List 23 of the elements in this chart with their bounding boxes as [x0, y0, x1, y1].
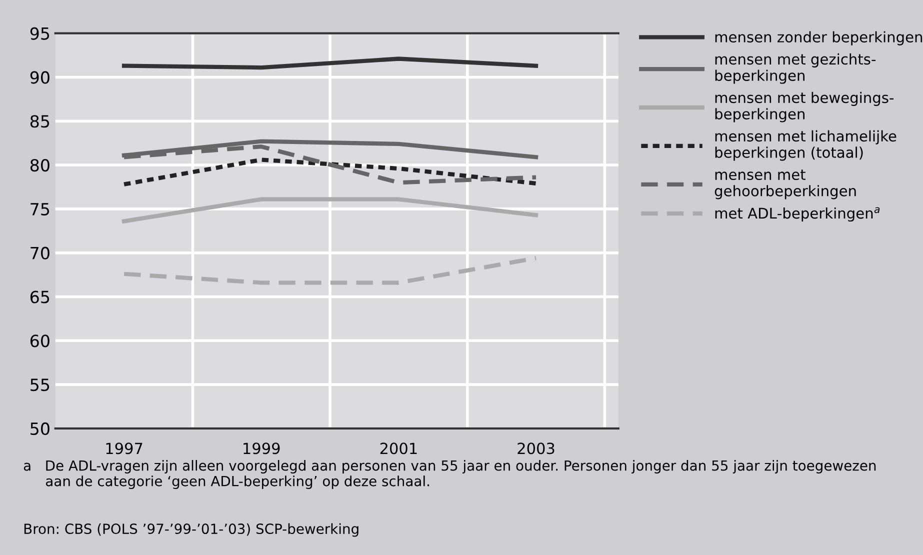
y-tick-label: 80 — [30, 158, 50, 172]
x-tick-label: 1997 — [106, 442, 142, 454]
y-tick-label: 60 — [30, 334, 50, 348]
y-tick-label: 50 — [30, 422, 50, 436]
y-tick-label: 90 — [30, 71, 50, 84]
x-tick-label: 2003 — [518, 442, 554, 454]
legend-label: mensen met bewegings- beperkingen — [715, 92, 894, 122]
legend-label: mensen met lichamelijke beperkingen (totaal) — [715, 130, 896, 161]
line-series — [122, 158, 538, 186]
legend-label: met ADL-beperkingen$^{a}$ — [715, 207, 880, 222]
legend-label: mensen met gehoorbeperkingen — [714, 170, 856, 200]
y-tick-label: 55 — [30, 378, 50, 392]
y-tick-label: 95 — [30, 27, 50, 40]
text: a De ADL-vragen zijn alleen voorgelegd aan personen van 55 jaar en ouder. Personen jonger dan 55 jaar zijn toegewezen aan de categorie ‘geen ADL-beperking’ op deze schaal. — [24, 460, 876, 490]
legend-label: mensen met gezichts- beperkingen — [715, 53, 876, 84]
y-tick-label: 85 — [30, 115, 50, 128]
x-tick-label: 1999 — [244, 442, 280, 454]
text: Bron: CBS (POLS ’97-’99-’01-’03) SCP-bewerking — [24, 523, 358, 537]
y-tick-label: 65 — [30, 290, 50, 304]
y-tick-label: 70 — [30, 246, 50, 260]
x-tick-label: 2001 — [380, 442, 417, 454]
legend-label: mensen zonder beperkingen — [715, 31, 922, 46]
y-tick-label: 75 — [30, 203, 50, 216]
